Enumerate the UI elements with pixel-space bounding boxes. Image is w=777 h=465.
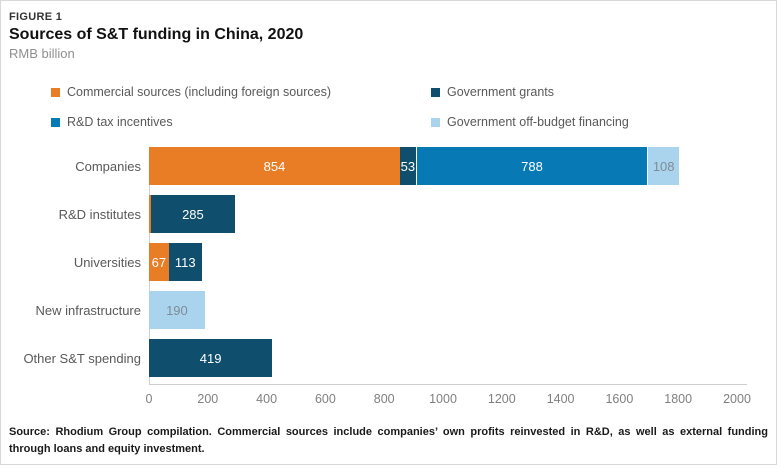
x-axis-tick-label: 200 [197, 392, 219, 406]
bar-value-label: 190 [166, 302, 188, 318]
bar-segment: 788 [415, 147, 648, 185]
legend-item: R&D tax incentives [51, 115, 431, 129]
category-label: R&D institutes [58, 206, 141, 222]
x-axis-tick-label: 0 [145, 392, 153, 406]
bar-rows: Companies 854 53 788 108 R&D institutes 285 Uni… [1, 147, 776, 384]
legend: Commercial sources (including foreign so… [51, 85, 776, 129]
bar-segment: 53 [400, 147, 416, 185]
source-note: Source: Rhodium Group compilation. Comme… [9, 426, 768, 455]
legend-label: Government grants [447, 85, 554, 99]
bar-value-label: 53 [400, 158, 416, 174]
x-axis-tick-label: 400 [256, 392, 278, 406]
bar-track: 190 [149, 291, 737, 329]
bar-value-label: 67 [151, 254, 167, 270]
x-axis-ticks: 0 200 400 600 800 1000 1200 1400 1600 1800 2000 [145, 392, 751, 408]
bar-track: 67 113 [149, 243, 737, 281]
bar-row: Universities 67 113 [1, 243, 776, 281]
chart-area: Companies 854 53 788 108 R&D institutes 285 Uni… [1, 147, 776, 408]
x-axis-tick-label: 1800 [664, 392, 693, 406]
category-label: Other S&T spending [23, 350, 141, 366]
bar-segment: 67 [149, 243, 169, 281]
legend-label: Government off-budget financing [447, 115, 629, 129]
x-axis-tick-label: 800 [373, 392, 395, 406]
bar-value-label: 854 [263, 158, 286, 174]
chart-title: Sources of S&T funding in China, 2020 [9, 26, 304, 43]
bar-segment [149, 195, 152, 233]
bar-value-label: 113 [174, 254, 196, 270]
chart-header: FIGURE 1 Sources of S&T funding in China… [9, 11, 768, 61]
x-axis-tick-label: 1600 [605, 392, 634, 406]
category-label: Companies [75, 158, 141, 174]
bar-row: R&D institutes 285 [1, 195, 776, 233]
bar-value-label: 108 [652, 158, 675, 174]
unit-label: RMB billion [9, 46, 75, 61]
legend-label: Commercial sources (including foreign so… [67, 85, 331, 99]
bar-segment: 854 [149, 147, 401, 185]
category-label: Universities [73, 254, 141, 270]
legend-swatch-icon [431, 87, 440, 97]
legend-swatch-icon [51, 87, 60, 97]
legend-swatch-icon [431, 117, 440, 127]
bar-track: 854 53 788 108 [149, 147, 737, 185]
bar-segment: 108 [647, 147, 680, 185]
category-label: New infrastructure [35, 302, 141, 318]
legend-item: Government off-budget financing [431, 115, 776, 129]
bar-track: 285 [149, 195, 737, 233]
bar-track: 419 [149, 339, 737, 377]
x-axis-tick-label: 2000 [723, 392, 751, 406]
bar-segment: 285 [151, 195, 235, 233]
bar-segment: 190 [149, 291, 205, 329]
bar-row: New infrastructure 190 [1, 291, 776, 329]
bar-value-label: 285 [182, 206, 204, 222]
bar-row: Companies 854 53 788 108 [1, 147, 776, 185]
bar-value-label: 419 [199, 350, 222, 366]
x-axis-tick-label: 1000 [429, 392, 457, 406]
x-axis-tick-label: 1400 [546, 392, 575, 406]
legend-swatch-icon [51, 117, 60, 127]
bar-value-label: 788 [521, 158, 543, 174]
bar-segment: 419 [149, 339, 273, 377]
x-axis-tick-label: 1200 [487, 392, 516, 406]
legend-item: Government grants [431, 85, 776, 99]
bar-segment: 113 [168, 243, 202, 281]
bar-row: Other S&T spending 419 [1, 339, 776, 377]
figure-label: FIGURE 1 [9, 11, 63, 23]
legend-item: Commercial sources (including foreign so… [51, 85, 431, 99]
x-axis-line [149, 384, 747, 385]
x-axis-tick-label: 600 [314, 392, 336, 406]
legend-label: R&D tax incentives [67, 115, 173, 129]
